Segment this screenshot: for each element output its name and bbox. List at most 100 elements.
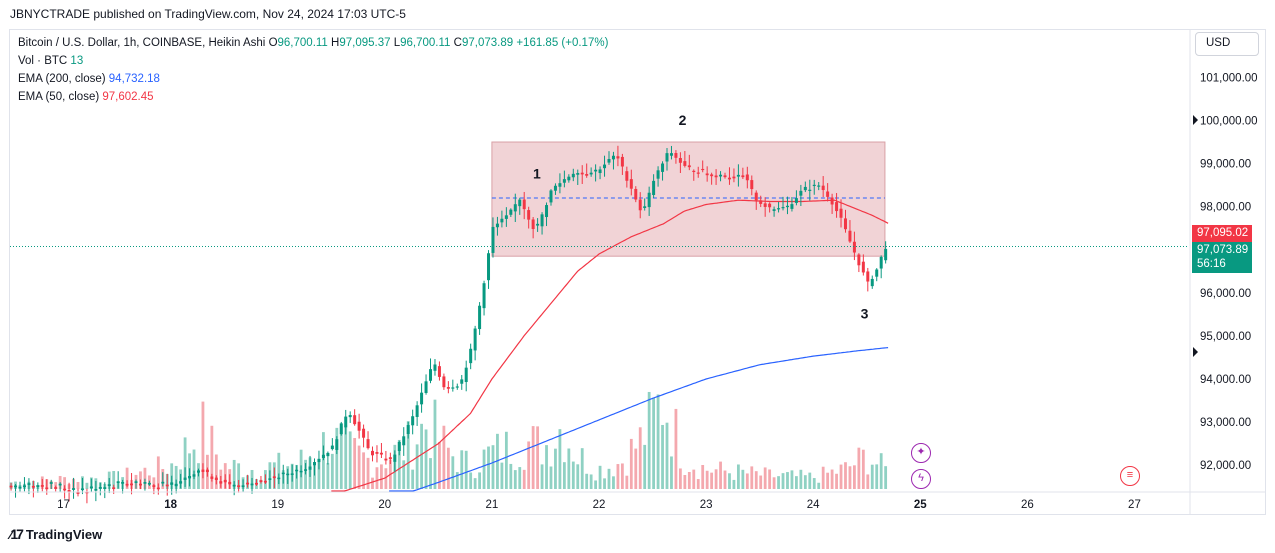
volume-bar [500,462,504,489]
volume-bar [656,394,660,489]
candle-body [183,477,187,480]
volume-bar [143,467,147,489]
candle-body [705,173,709,176]
volume-bar [853,465,856,489]
lightning-icon[interactable]: ϟ [911,469,931,489]
y-tick-label: 93,000.00 [1200,417,1251,429]
candle-body [830,197,834,205]
footer-brand[interactable]: ⁄17 TradingView [10,526,102,542]
volume-bar [696,479,700,489]
x-tick-label: 27 [1128,499,1141,511]
volume-bar [830,469,834,489]
candle-body [295,469,299,472]
volume-bar [259,479,263,489]
volume-bar [455,472,459,489]
legend-high-label: H [331,37,340,49]
volume-bar [687,472,691,489]
plus-circle-icon[interactable]: ✦ [911,443,931,463]
candle-body [304,469,308,471]
x-tick-label: 20 [378,499,391,511]
candle-body [616,156,620,159]
candle-body [491,226,495,253]
volume-bar [795,476,798,489]
volume-bar [839,464,843,489]
volume-bar [545,445,548,489]
volume-bar [353,438,357,489]
candle-body [884,248,888,261]
candle-body [201,469,205,472]
candle-body [103,487,107,489]
candle-body [656,170,660,179]
candle-body [219,481,223,484]
wave-label-1: 1 [533,166,541,182]
legend-open-label: O [268,37,278,49]
candle-body [402,436,406,446]
candle-body [522,199,526,210]
candle-body [268,478,272,481]
candle-body [259,480,263,483]
chart-frame[interactable] [9,29,1266,515]
publisher-bar: JBNYCTRADE published on TradingView.com,… [10,7,406,21]
candle-body [393,454,397,462]
candle-body [299,470,303,473]
legend-close-value: 97,073.89 [461,37,514,49]
candle-body [692,170,696,173]
us-flag-icon[interactable]: ≡ [1120,466,1140,486]
volume-bar [683,475,687,489]
candle-body [406,425,410,435]
y-tick-label: 96,000.00 [1200,288,1251,300]
volume-bar [723,470,727,489]
volume-bar [817,482,821,489]
volume-bar [339,426,343,489]
candle-body [723,175,727,178]
candle-body [638,199,642,211]
candle-body [781,207,785,209]
candle-body [63,488,67,491]
price-axis-marker [1193,347,1198,357]
candle-body [210,476,214,479]
candle-body [14,485,18,488]
legend: Bitcoin / U.S. Dollar, 1h, COINBASE, Hei… [18,34,608,106]
candle-body [652,180,656,196]
volume-bar [174,465,178,489]
legend-ema200-row[interactable]: EMA (200, close) 94,732.18 [18,70,608,88]
bar-countdown: 56:16 [1197,258,1226,270]
volume-bar [750,466,754,489]
candle-body [107,484,111,486]
volume-bar [870,464,874,489]
currency-selector[interactable]: USD [1195,32,1259,56]
legend-main-row[interactable]: Bitcoin / U.S. Dollar, 1h, COINBASE, Hei… [18,34,608,52]
candle-body [237,485,241,488]
candle-body [76,492,80,494]
volume-bar [402,460,406,489]
volume-bar [433,399,437,489]
legend-high-value: 97,095.37 [339,37,391,49]
candle-body [603,164,607,169]
volume-bar [446,447,450,489]
candle-body [116,481,120,484]
volume-bar [652,397,656,489]
legend-volume-row[interactable]: Vol · BTC 13 [18,52,608,70]
volume-bar [562,462,566,489]
candle-body [598,169,602,174]
candle-body [799,190,803,196]
tradingview-logo-icon: ⁄17 [10,526,24,542]
candle-body [808,189,812,191]
candle-body [80,488,84,491]
volume-bar [821,466,825,489]
candle-body [647,192,651,208]
candle-body [45,487,49,490]
candle-body [152,485,156,487]
volume-bar [518,467,522,489]
candle-body [580,172,584,175]
candle-body [576,173,580,175]
candle-body [134,481,138,484]
volume-bar [763,467,767,489]
legend-ema50-row[interactable]: EMA (50, close) 97,602.45 [18,88,608,106]
candle-body [817,185,821,187]
candle-body [634,188,638,200]
candle-body [31,485,35,488]
candle-body [424,381,428,393]
volume-bar [469,472,473,489]
